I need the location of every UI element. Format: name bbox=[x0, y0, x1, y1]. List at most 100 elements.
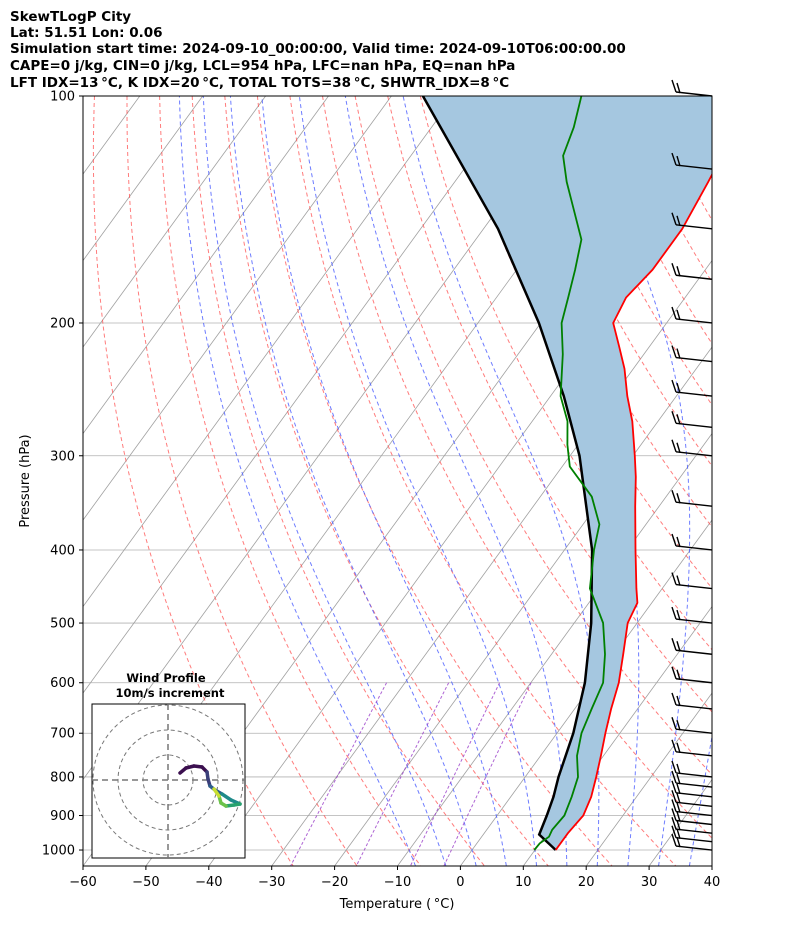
x-tick-label: −10 bbox=[384, 875, 411, 890]
moist-adiabat-line bbox=[261, 96, 507, 866]
wind-barb bbox=[671, 152, 713, 170]
moist-adiabat-line bbox=[344, 96, 568, 866]
location-line: Lat: 51.51 Lon: 0.06 bbox=[10, 25, 163, 41]
isotherm-line bbox=[522, 605, 712, 866]
dry-adiabat-line bbox=[779, 96, 794, 866]
isotherm-line bbox=[83, 96, 329, 435]
dry-adiabat-line bbox=[126, 96, 358, 866]
isotherm-line bbox=[397, 432, 712, 866]
wind-barb bbox=[671, 833, 713, 851]
y-tick-label: 800 bbox=[50, 770, 75, 785]
wind-barb bbox=[671, 817, 713, 834]
isotherm-line bbox=[460, 519, 712, 866]
wind-barb bbox=[671, 770, 713, 788]
wind-barb bbox=[671, 572, 713, 590]
x-tick-label: −40 bbox=[195, 875, 222, 890]
moist-adiabat-line bbox=[229, 96, 477, 866]
isotherm-line bbox=[83, 96, 518, 694]
wind-barb bbox=[671, 692, 713, 710]
isotherm-line bbox=[271, 259, 712, 866]
parcel-profile-line bbox=[421, 96, 594, 851]
wind-barb bbox=[671, 490, 713, 507]
y-tick-label: 200 bbox=[50, 316, 75, 331]
temperature-profile-line bbox=[554, 172, 712, 851]
y-tick-label: 900 bbox=[50, 809, 75, 824]
wind-barb bbox=[671, 666, 713, 684]
dry-adiabat-line bbox=[322, 96, 712, 839]
simulation-time-line: Simulation start time: 2024-09-10_00:00:… bbox=[10, 41, 626, 57]
wind-barb bbox=[671, 263, 713, 280]
isotherm-line bbox=[83, 96, 266, 348]
x-tick-label: 20 bbox=[578, 875, 595, 890]
hodograph-title: Wind Profile bbox=[126, 671, 206, 685]
y-tick-label: 700 bbox=[50, 727, 75, 742]
wind-barb bbox=[671, 760, 713, 778]
wind-barb bbox=[671, 379, 713, 397]
x-tick-label: −30 bbox=[258, 875, 285, 890]
sounding-data-layer bbox=[421, 96, 712, 851]
y-tick-label: 100 bbox=[50, 90, 75, 105]
isotherm-line bbox=[83, 96, 455, 608]
wind-barb bbox=[671, 345, 713, 363]
moist-adiabat-line bbox=[575, 96, 691, 866]
mixing-ratio-line bbox=[355, 682, 450, 866]
moist-adiabat-line bbox=[202, 96, 447, 866]
dry-adiabat-line bbox=[387, 96, 712, 713]
y-tick-label: 600 bbox=[50, 676, 75, 691]
x-tick-label: 0 bbox=[456, 875, 464, 890]
dry-adiabat-line bbox=[224, 96, 549, 866]
wind-barb bbox=[671, 79, 713, 97]
hodograph-rings bbox=[92, 704, 245, 858]
x-tick-label: 10 bbox=[515, 875, 532, 890]
isotherm-line bbox=[711, 865, 712, 866]
hodograph-segment bbox=[212, 787, 221, 798]
wind-barb bbox=[671, 212, 713, 230]
wind-barb bbox=[671, 739, 713, 757]
indices-line: LFT IDX=13 °C, K IDX=20 °C, TOTAL TOTS=3… bbox=[10, 75, 509, 91]
wind-barb bbox=[671, 808, 713, 826]
dry-adiabat-line bbox=[680, 96, 712, 159]
isotherm-line bbox=[83, 96, 204, 262]
dewpoint-profile-line bbox=[533, 96, 606, 851]
wind-barbs bbox=[671, 79, 713, 851]
wind-barb bbox=[671, 411, 713, 428]
moist-adiabat-line bbox=[178, 96, 416, 866]
hodograph-segment bbox=[220, 792, 233, 802]
isotherm-line bbox=[0, 96, 14, 866]
x-tick-label: −50 bbox=[132, 875, 159, 890]
hodograph-subtitle: 10m/s increment bbox=[116, 686, 225, 700]
y-axis-label: Pressure (hPa) bbox=[18, 434, 33, 527]
mixing-ratio-line bbox=[409, 682, 501, 866]
wind-barb bbox=[671, 533, 713, 551]
wind-barb bbox=[671, 606, 713, 624]
x-tick-label: 30 bbox=[641, 875, 658, 890]
wind-barb bbox=[671, 638, 713, 655]
isotherm-line bbox=[585, 692, 712, 866]
cin-shading bbox=[422, 96, 712, 850]
wind-barb bbox=[671, 439, 713, 457]
cape-line: CAPE=0 j/kg, CIN=0 j/kg, LCL=954 hPa, LF… bbox=[10, 58, 515, 74]
dry-adiabat-line bbox=[159, 96, 422, 866]
isotherm-line bbox=[0, 96, 77, 866]
dry-adiabat-line bbox=[714, 96, 794, 866]
chart-title: SkewTLogP City bbox=[10, 9, 131, 25]
x-axis: −60 −50 −40 −30 −20 −10 0 10 20 30 40 bbox=[69, 866, 720, 890]
wind-barb bbox=[671, 780, 713, 798]
y-tick-label: 1000 bbox=[42, 844, 75, 859]
mixing-ratio-line bbox=[290, 682, 388, 866]
dry-adiabat-line bbox=[256, 96, 613, 866]
wind-barb bbox=[671, 717, 713, 734]
wind-barb bbox=[671, 306, 713, 324]
moist-adiabat-line bbox=[688, 96, 712, 866]
y-tick-label: 400 bbox=[50, 543, 75, 558]
x-tick-label: 40 bbox=[704, 875, 721, 890]
wind-barb bbox=[671, 790, 713, 807]
dry-adiabat-line bbox=[191, 96, 485, 866]
mixing-ratio-line bbox=[443, 682, 532, 866]
isotherm-line bbox=[83, 96, 392, 521]
x-tick-label: −20 bbox=[321, 875, 348, 890]
wind-barb bbox=[671, 825, 713, 843]
hodograph-trace bbox=[178, 764, 242, 808]
hodograph-inset: Wind Profile 10m/s increment bbox=[91, 671, 246, 859]
